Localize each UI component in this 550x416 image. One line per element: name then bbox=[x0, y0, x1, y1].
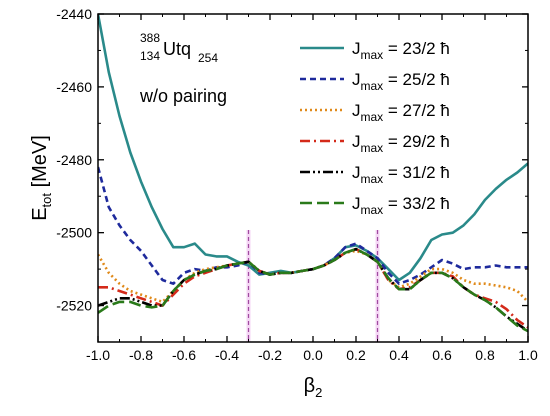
x-axis-title-sub: 2 bbox=[315, 385, 322, 400]
pairing-annotation: w/o pairing bbox=[139, 86, 227, 106]
legend-label-sub-1: max bbox=[361, 79, 384, 93]
nucleus-annotation: 388 134 Utq 254 bbox=[140, 31, 218, 65]
nucleus-charge: 134 bbox=[140, 49, 160, 63]
legend-label-value-3: = 29/2 ħ bbox=[383, 132, 450, 151]
tick-layer: -1.0 -0.8 -0.6 -0.4 -0.2 0.0 0.2 0.4 0.6 0.8 1.0 -2… bbox=[56, 6, 538, 363]
legend-label-value-2: = 27/2 ħ bbox=[383, 101, 450, 120]
legend-label-sub-3: max bbox=[361, 141, 384, 155]
legend-label-main-4: J bbox=[352, 163, 361, 182]
nucleus-symbol: Utq bbox=[163, 39, 191, 59]
x-tick-label-3: -0.4 bbox=[215, 347, 239, 363]
legend-label-main-2: J bbox=[352, 101, 361, 120]
legend-label-main-1: J bbox=[352, 70, 361, 89]
y-tick-label-1: -2460 bbox=[56, 79, 92, 95]
series-line-2 bbox=[98, 249, 528, 304]
y-axis-title-main: E bbox=[29, 207, 51, 220]
legend-label-main-5: J bbox=[352, 194, 361, 213]
x-axis-title-main: β bbox=[304, 375, 316, 397]
legend-label-value-4: = 31/2 ħ bbox=[383, 163, 450, 182]
legend-label-sub-5: max bbox=[361, 203, 384, 217]
nucleus-neutrons: 254 bbox=[198, 51, 218, 65]
y-tick-label-3: -2500 bbox=[56, 225, 92, 241]
legend-label-value-1: = 25/2 ħ bbox=[383, 70, 450, 89]
y-tick-label-2: -2480 bbox=[56, 152, 92, 168]
series-line-4 bbox=[98, 247, 528, 333]
x-tick-label-10: 1.0 bbox=[518, 347, 538, 363]
nucleus-mass: 388 bbox=[140, 31, 160, 45]
legend-label-sub-0: max bbox=[361, 48, 384, 62]
legend-label-sub-4: max bbox=[361, 172, 384, 186]
vertical-marker-layer bbox=[246, 230, 380, 342]
legend-label-2: Jmax = 27/2 ħ bbox=[352, 101, 450, 124]
x-tick-label-6: 0.2 bbox=[346, 347, 366, 363]
legend-label-4: Jmax = 31/2 ħ bbox=[352, 163, 450, 186]
legend-label-value-0: = 23/2 ħ bbox=[383, 39, 450, 58]
x-tick-label-7: 0.4 bbox=[389, 347, 409, 363]
y-axis-title-unit: [MeV] bbox=[29, 135, 51, 193]
x-tick-label-9: 0.8 bbox=[475, 347, 495, 363]
legend-label-5: Jmax = 33/2 ħ bbox=[352, 194, 450, 217]
x-tick-label-4: -0.2 bbox=[258, 347, 282, 363]
legend-label-1: Jmax = 25/2 ħ bbox=[352, 70, 450, 93]
legend-label-0: Jmax = 23/2 ħ bbox=[352, 39, 450, 62]
series-line-5 bbox=[98, 247, 528, 333]
series-layer bbox=[98, 14, 528, 333]
x-tick-label-8: 0.6 bbox=[432, 347, 452, 363]
legend-label-value-5: = 33/2 ħ bbox=[383, 194, 450, 213]
legend-label-main-3: J bbox=[352, 132, 361, 151]
legend-label-sub-2: max bbox=[361, 110, 384, 124]
y-tick-label-0: -2440 bbox=[56, 6, 92, 22]
x-tick-label-5: 0.0 bbox=[303, 347, 323, 363]
x-tick-label-1: -0.8 bbox=[129, 347, 153, 363]
x-axis-title: β2 bbox=[304, 375, 323, 400]
y-tick-label-4: -2520 bbox=[56, 298, 92, 314]
legend-label-main-0: J bbox=[352, 39, 361, 58]
y-axis-title: Etot [MeV] bbox=[29, 135, 54, 221]
x-tick-label-2: -0.6 bbox=[172, 347, 196, 363]
y-axis-title-sub: tot bbox=[39, 193, 54, 208]
x-tick-label-0: -1.0 bbox=[86, 347, 110, 363]
legend-label-3: Jmax = 29/2 ħ bbox=[352, 132, 450, 155]
plot-frame bbox=[97, 13, 529, 343]
